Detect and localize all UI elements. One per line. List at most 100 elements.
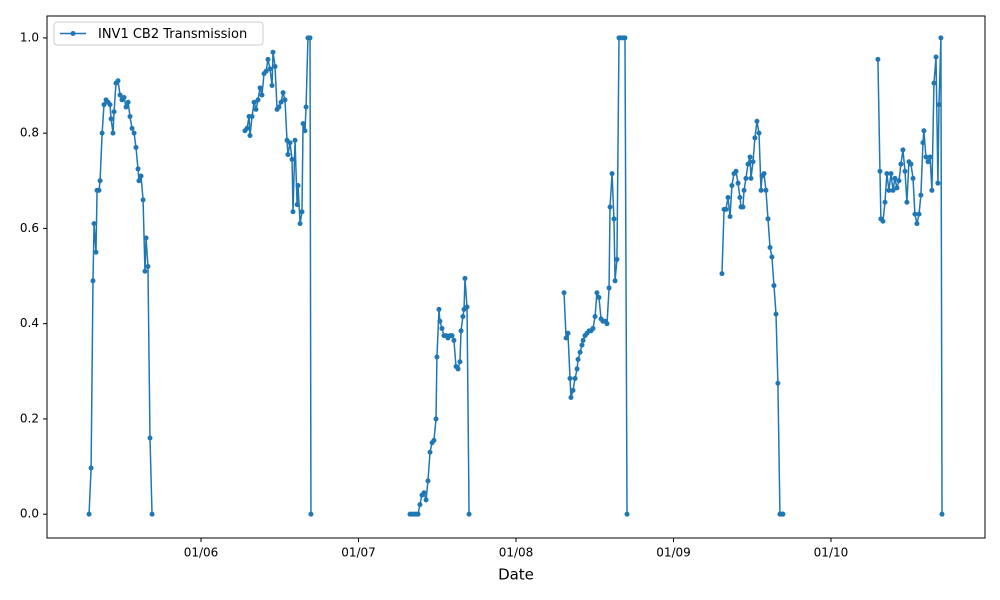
data-point xyxy=(308,511,314,517)
data-point xyxy=(596,294,602,300)
data-point xyxy=(604,321,610,327)
data-point xyxy=(723,206,729,212)
data-point xyxy=(898,161,904,167)
data-point xyxy=(606,285,612,291)
data-point xyxy=(612,278,618,284)
data-point xyxy=(297,221,303,227)
data-point xyxy=(127,113,133,119)
data-point xyxy=(244,125,250,131)
y-tick-label: 0.8 xyxy=(20,126,39,140)
legend-label: INV1 CB2 Transmission xyxy=(98,27,247,42)
data-point xyxy=(752,135,758,141)
data-point xyxy=(140,197,146,203)
data-point xyxy=(108,116,114,122)
x-tick-label: 01/07 xyxy=(341,546,376,560)
data-point xyxy=(729,183,735,189)
data-point xyxy=(272,63,278,69)
data-point xyxy=(96,187,102,193)
data-point xyxy=(107,102,113,108)
data-point xyxy=(748,175,754,181)
data-point xyxy=(902,168,908,174)
data-point xyxy=(257,85,263,91)
data-point xyxy=(737,194,743,200)
data-point xyxy=(580,337,586,343)
data-point xyxy=(740,204,746,210)
x-tick-label: 01/09 xyxy=(656,546,691,560)
data-point xyxy=(292,137,298,143)
data-point xyxy=(421,490,427,496)
data-point xyxy=(719,271,725,277)
data-point xyxy=(101,102,107,108)
data-point xyxy=(93,249,99,255)
data-point xyxy=(464,304,470,310)
data-point xyxy=(117,92,123,98)
data-point xyxy=(125,99,131,105)
data-point xyxy=(460,314,466,320)
data-point xyxy=(918,192,924,198)
data-point xyxy=(925,159,931,165)
data-point xyxy=(135,166,141,172)
data-point xyxy=(439,325,445,331)
data-point xyxy=(142,268,148,274)
data-point xyxy=(767,244,773,250)
data-point xyxy=(138,173,144,179)
data-point xyxy=(756,130,762,136)
data-point xyxy=(253,106,259,112)
data-point xyxy=(276,104,282,110)
x-tick-label: 01/08 xyxy=(499,546,534,560)
data-point xyxy=(300,121,306,127)
data-point xyxy=(750,159,756,165)
data-point xyxy=(427,449,433,455)
data-point xyxy=(267,66,273,72)
data-point xyxy=(136,178,142,184)
data-point xyxy=(294,202,300,208)
data-point xyxy=(592,314,598,320)
data-point xyxy=(579,342,585,348)
data-point xyxy=(594,290,600,296)
data-point xyxy=(747,154,753,160)
data-point xyxy=(769,254,775,260)
data-point xyxy=(890,187,896,193)
data-point xyxy=(129,125,135,131)
data-point xyxy=(270,49,276,55)
data-point xyxy=(282,97,288,103)
data-point xyxy=(780,511,786,517)
data-point xyxy=(111,109,117,115)
data-point xyxy=(145,264,151,270)
data-point xyxy=(565,330,571,336)
data-point xyxy=(931,80,937,86)
data-point xyxy=(875,56,881,62)
data-point xyxy=(249,113,255,119)
data-point xyxy=(280,90,286,96)
data-point xyxy=(90,278,96,284)
data-point xyxy=(570,387,576,393)
data-point xyxy=(936,102,942,108)
data-point xyxy=(622,35,628,41)
plot-frame xyxy=(46,15,986,539)
legend-marker xyxy=(70,31,76,36)
x-tick-label: 01/06 xyxy=(184,546,219,560)
data-point xyxy=(259,92,265,98)
data-point xyxy=(577,349,583,355)
data-point xyxy=(884,171,890,177)
data-point xyxy=(247,133,253,139)
data-point xyxy=(888,171,894,177)
y-tick-label: 0.2 xyxy=(20,411,39,425)
data-point xyxy=(572,375,578,381)
data-point xyxy=(894,185,900,191)
data-point xyxy=(307,35,313,41)
data-point xyxy=(609,171,615,177)
data-point xyxy=(758,187,764,193)
data-point xyxy=(110,130,116,136)
data-point xyxy=(745,161,751,167)
data-point xyxy=(916,211,922,217)
y-tick-label: 0.6 xyxy=(20,221,39,235)
data-point xyxy=(451,337,457,343)
data-point xyxy=(733,168,739,174)
data-point xyxy=(437,318,443,324)
data-point xyxy=(133,144,139,150)
data-point xyxy=(927,154,933,160)
data-point xyxy=(923,154,929,160)
data-point xyxy=(466,511,472,517)
